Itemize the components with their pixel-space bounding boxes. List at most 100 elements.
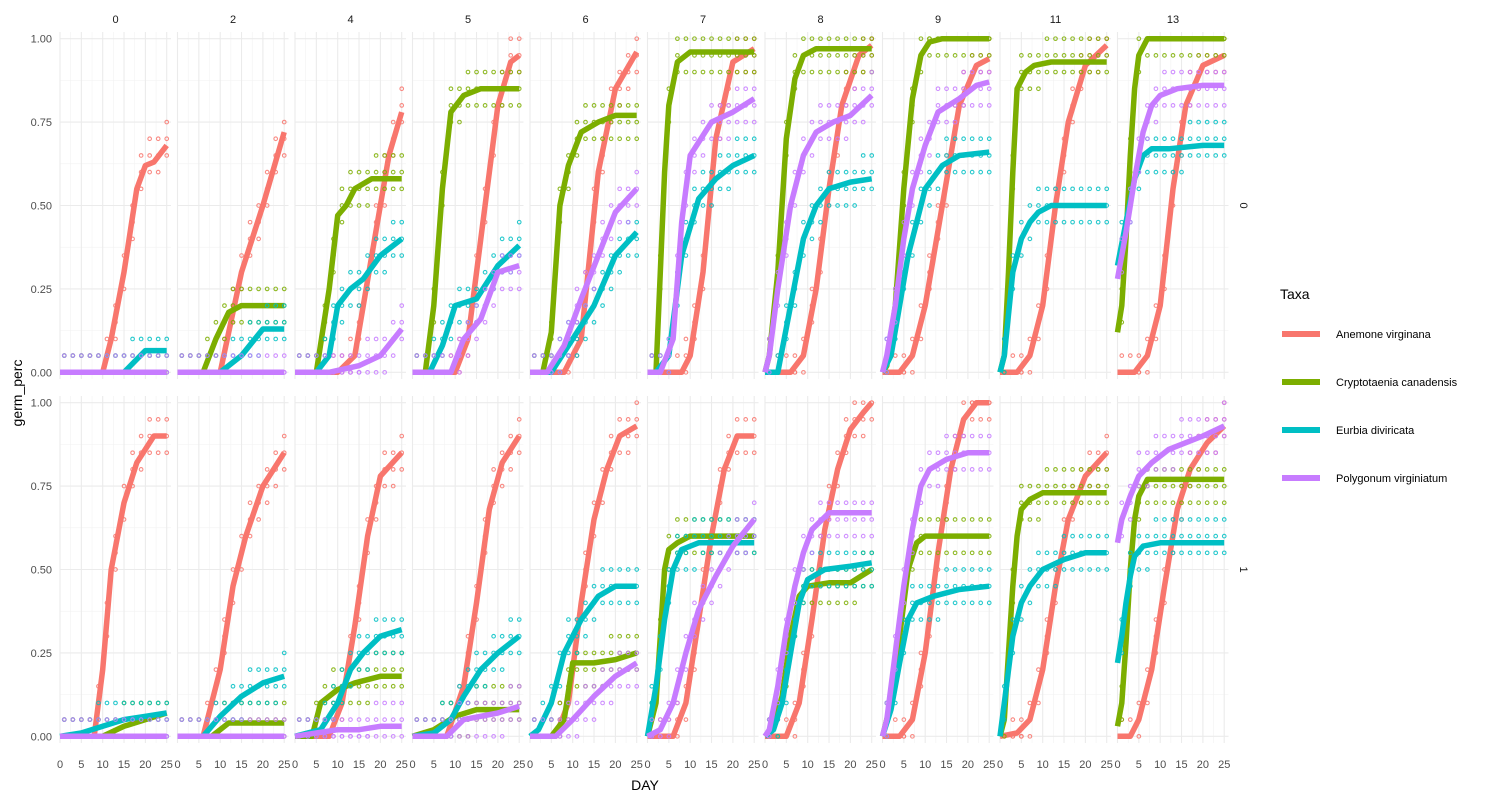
data-point (365, 353, 370, 358)
x-tick-label: 25 (748, 759, 760, 771)
data-point (910, 169, 915, 175)
data-point (600, 583, 605, 589)
data-point (692, 517, 697, 522)
data-point (927, 617, 932, 622)
data-point (683, 336, 689, 342)
data-point (1018, 733, 1024, 739)
legend-entry: Eurbia diviricata (1282, 425, 1415, 437)
data-point (96, 700, 101, 706)
data-point (1104, 433, 1110, 439)
data-point (121, 717, 127, 722)
data-point (826, 136, 832, 142)
data-point (860, 567, 866, 572)
data-point (683, 567, 689, 572)
data-point (743, 517, 749, 522)
data-point (978, 169, 984, 175)
data-point (1145, 483, 1150, 489)
data-point (1070, 567, 1075, 572)
data-point (826, 600, 832, 606)
series-polygonum-virginiatum (60, 353, 170, 376)
data-point (986, 136, 992, 142)
data-point (431, 353, 437, 358)
data-point (869, 53, 875, 58)
x-tick-label: 10 (567, 759, 579, 771)
data-point (331, 667, 336, 672)
data-point (196, 717, 202, 722)
data-point (852, 36, 858, 42)
data-point (625, 567, 631, 572)
series-polygonum-virginiatum (1114, 69, 1227, 280)
data-point (726, 186, 731, 192)
data-point (717, 36, 723, 42)
series-polygonum-virginiatum (530, 169, 640, 376)
data-point (1036, 550, 1041, 556)
data-point (1070, 53, 1075, 58)
data-point (918, 517, 924, 522)
data-point (273, 700, 279, 706)
data-point (1104, 53, 1110, 58)
series-line (879, 79, 990, 373)
data-point (247, 700, 253, 706)
data-point (382, 667, 388, 672)
series-line (879, 583, 990, 738)
data-point (1221, 533, 1227, 539)
data-point (751, 533, 757, 539)
data-point (734, 69, 740, 75)
x-tick-label: 5 (901, 759, 907, 771)
data-point (809, 119, 815, 125)
x-tick-label: 25 (866, 759, 878, 771)
data-point (1095, 500, 1101, 506)
data-point (792, 353, 798, 358)
data-point (608, 433, 614, 439)
series-cryptotaenia-canadensis (1114, 467, 1227, 727)
legend-label: Polygonum virginiatum (1336, 473, 1447, 485)
data-point (1179, 500, 1184, 506)
data-point (179, 717, 185, 722)
data-point (1036, 500, 1041, 506)
data-point (499, 633, 505, 639)
data-point (843, 119, 849, 125)
data-point (1196, 533, 1201, 539)
data-point (281, 717, 287, 722)
x-tick-label: 15 (1175, 759, 1187, 771)
data-point (1170, 500, 1176, 506)
data-point (944, 153, 949, 158)
data-point (1221, 53, 1227, 58)
data-point (818, 53, 823, 58)
data-point (969, 467, 975, 472)
x-tick-label: 20 (139, 759, 151, 771)
data-point (1221, 119, 1227, 125)
data-point (952, 119, 958, 125)
series-line (879, 449, 990, 737)
series-line (765, 176, 873, 376)
data-point (1018, 53, 1024, 58)
data-point (634, 203, 640, 208)
data-point (1127, 550, 1133, 556)
data-point (1213, 500, 1219, 506)
data-point (281, 319, 287, 325)
data-point (482, 683, 488, 689)
data-point (247, 319, 253, 325)
data-point (155, 336, 161, 342)
data-point (978, 467, 984, 472)
data-point (600, 600, 605, 606)
series-line (412, 262, 521, 376)
data-point (835, 583, 840, 589)
data-point (516, 219, 522, 225)
data-point (944, 433, 949, 439)
data-point (373, 269, 379, 275)
x-tick-label: 0 (1114, 759, 1120, 771)
col-strip-label: 4 (347, 14, 353, 26)
data-point (1104, 500, 1110, 506)
data-point (339, 353, 345, 358)
data-point (1104, 36, 1110, 42)
data-point (717, 136, 723, 142)
data-point (1196, 417, 1201, 422)
x-tick-label: 10 (919, 759, 931, 771)
data-point (164, 417, 170, 422)
data-point (860, 36, 866, 42)
data-point (969, 417, 975, 422)
data-point (222, 303, 227, 308)
data-point (818, 186, 823, 192)
data-point (709, 69, 714, 75)
